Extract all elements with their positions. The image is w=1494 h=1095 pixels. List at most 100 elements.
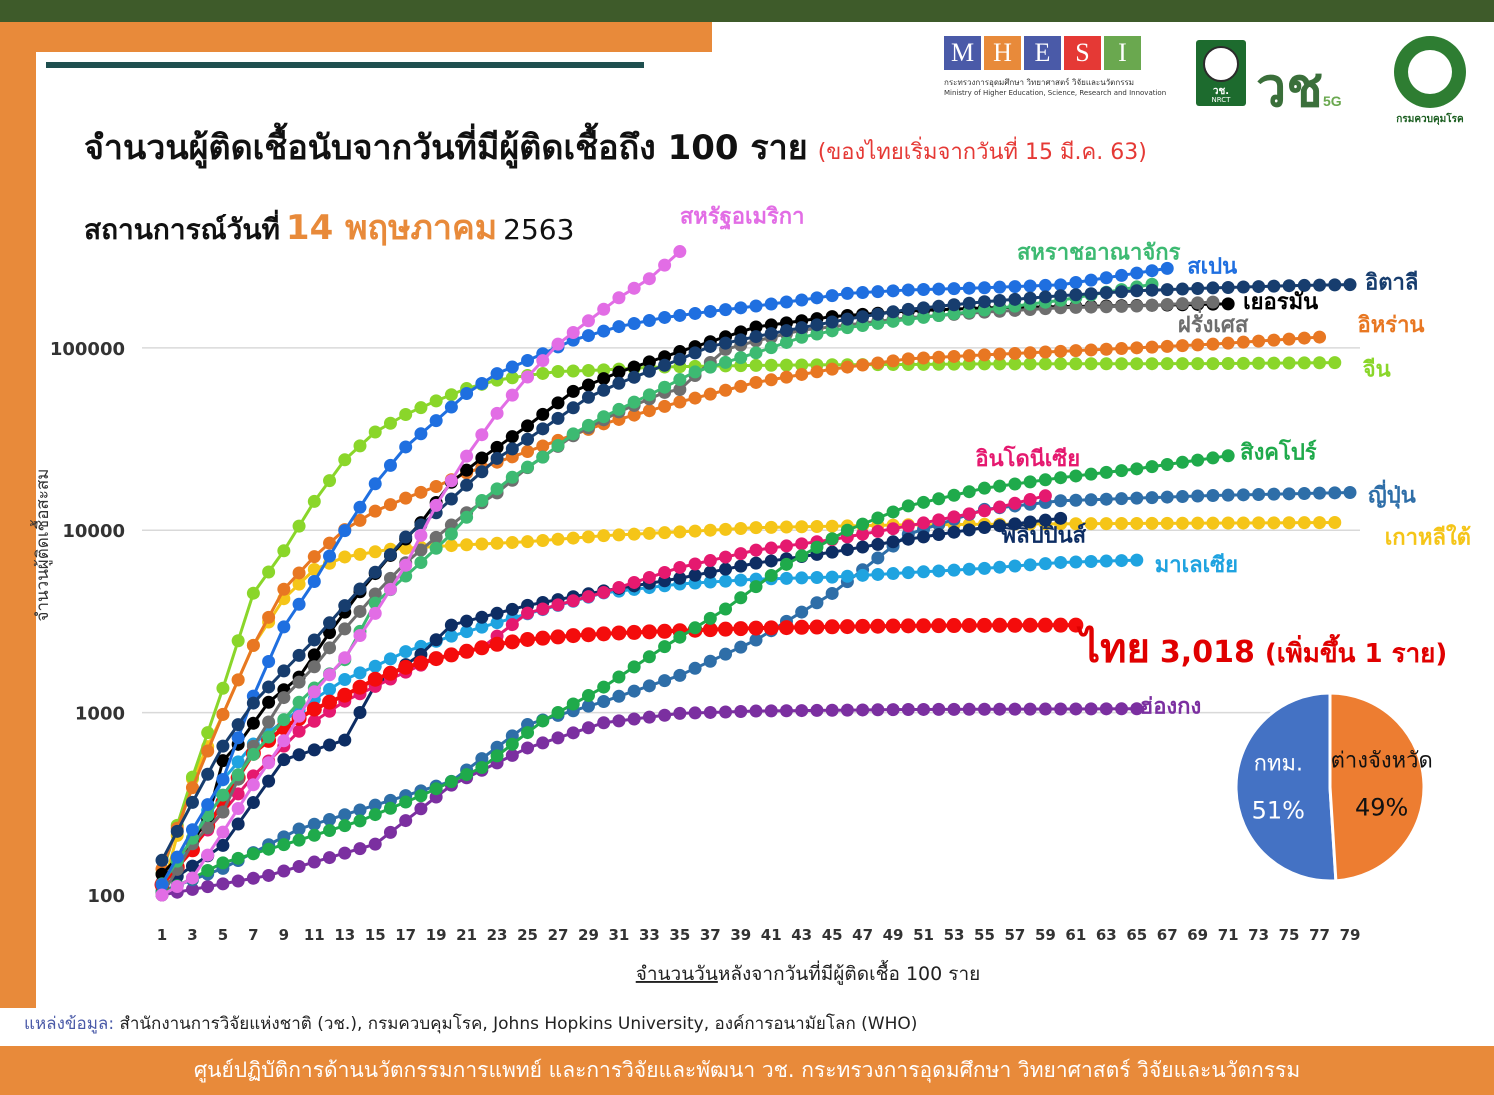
data-point (216, 681, 230, 695)
pie-slice-value: 51% (1252, 797, 1305, 825)
data-point (932, 702, 946, 716)
data-point (764, 373, 778, 387)
data-point (856, 310, 870, 324)
data-point (277, 544, 291, 558)
x-tick-label: 73 (1248, 926, 1269, 944)
data-point (825, 532, 839, 546)
x-tick-label: 69 (1187, 926, 1208, 944)
data-point (612, 528, 626, 542)
data-point (597, 372, 611, 386)
data-point (627, 317, 641, 331)
data-point (551, 705, 565, 719)
nrct-logo-en: NRCT (1211, 96, 1231, 104)
data-point (1267, 333, 1281, 347)
x-axis-label: จำนวนวันหลังจากวันที่มีผู้ติดเชื้อ 100 ร… (636, 960, 981, 985)
data-point (734, 559, 748, 573)
data-point (810, 291, 824, 305)
x-tick-label: 35 (669, 926, 690, 944)
mhesi-caption-en: Ministry of Higher Education, Science, R… (944, 89, 1167, 97)
data-point (1236, 488, 1250, 502)
data-point (1023, 475, 1037, 489)
series-label: มาเลเซีย (1155, 553, 1238, 578)
data-point (414, 789, 428, 803)
data-point (931, 618, 947, 634)
data-point (338, 733, 352, 747)
bkk-province-pie: กทม. 51% ต่างจังหวัด 49% (1234, 691, 1433, 883)
data-point (901, 283, 915, 297)
data-point (444, 474, 458, 488)
data-point (734, 705, 748, 719)
data-point (231, 755, 245, 769)
data-point (795, 704, 809, 718)
y-tick-label: 100000 (50, 339, 125, 360)
situation-prefix: สถานการณ์วันที่ (84, 213, 280, 246)
data-point (597, 324, 611, 338)
x-tick-label: 33 (639, 926, 660, 944)
data-point (231, 731, 245, 745)
chart-title-note: (ของไทยเริ่มจากวันที่ 15 มี.ค. 63) (817, 140, 1147, 165)
data-point (1130, 553, 1144, 567)
data-point (338, 808, 352, 822)
data-point (886, 505, 900, 519)
data-point (277, 713, 291, 727)
data-point (810, 540, 824, 554)
data-point (505, 430, 519, 444)
chart-title-main: จำนวนผู้ติดเชื้อนับจากวันที่มีผู้ติดเชื้… (84, 128, 808, 168)
data-point (292, 577, 306, 591)
data-point (1160, 357, 1174, 371)
data-point (596, 626, 612, 642)
data-point (292, 833, 306, 847)
data-point (1236, 280, 1250, 294)
data-point (490, 536, 504, 550)
data-point (612, 689, 626, 703)
data-point (262, 610, 276, 624)
x-tick-label: 79 (1340, 926, 1361, 944)
data-point (977, 504, 991, 518)
data-point (551, 532, 565, 546)
data-point (383, 825, 397, 839)
data-point (292, 822, 306, 836)
data-point (1008, 346, 1022, 360)
data-point (1313, 486, 1327, 500)
x-tick-label: 67 (1157, 926, 1178, 944)
data-point (521, 535, 535, 549)
x-tick-label: 21 (456, 926, 477, 944)
x-tick-label: 15 (365, 926, 386, 944)
series-label: สเปน (1187, 254, 1237, 279)
data-point (505, 737, 519, 751)
data-point (749, 704, 763, 718)
data-point (779, 335, 793, 349)
data-point (1115, 342, 1129, 356)
data-point (658, 358, 672, 372)
data-point (460, 768, 474, 782)
data-point (292, 648, 306, 662)
data-point (1175, 516, 1189, 530)
data-point (825, 545, 839, 559)
data-point (566, 325, 580, 339)
data-point (658, 640, 672, 654)
data-point (658, 399, 672, 413)
data-point (886, 305, 900, 319)
data-point (993, 519, 1007, 533)
data-point (1084, 273, 1098, 287)
data-point (673, 395, 687, 409)
data-point (490, 616, 504, 630)
data-point (871, 316, 885, 330)
data-point (246, 847, 260, 861)
data-point (1282, 332, 1296, 346)
series-อิตาลี (155, 278, 1357, 867)
data-point (429, 480, 443, 494)
data-point (262, 655, 276, 669)
data-point (262, 756, 276, 770)
data-point (338, 846, 352, 860)
data-point (1038, 513, 1052, 527)
data-point (566, 594, 580, 608)
data-point (917, 283, 931, 297)
data-point (961, 617, 977, 633)
series-label: อินโดนีเซีย (975, 445, 1080, 472)
data-point (657, 623, 673, 639)
data-point (642, 526, 656, 540)
x-tick-label: 17 (395, 926, 416, 944)
data-point (825, 315, 839, 329)
data-point (763, 620, 779, 636)
